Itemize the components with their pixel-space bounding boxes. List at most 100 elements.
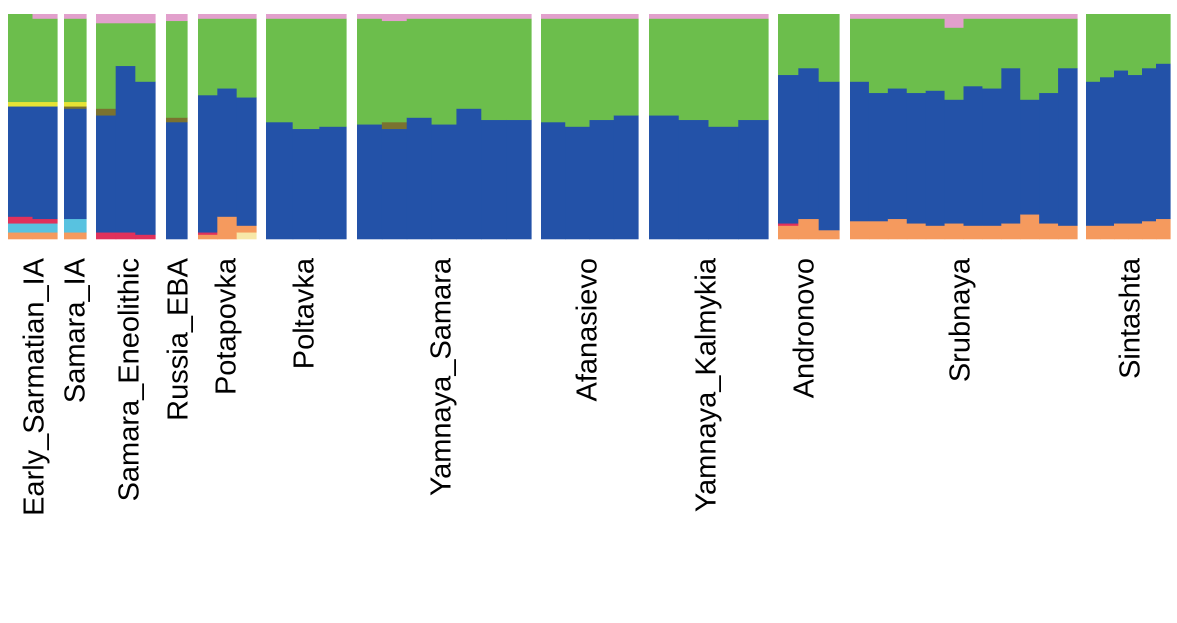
group-label: Russia_EBA xyxy=(163,257,195,420)
bar-segment-pink xyxy=(266,14,294,19)
bar-segment-orange xyxy=(1058,225,1078,240)
bar-segment-pink xyxy=(406,14,433,19)
bar-segment-orange xyxy=(1001,223,1021,240)
bar-segment-blue xyxy=(481,119,507,240)
bar-segment-green xyxy=(589,18,615,121)
population-panel-potapovka xyxy=(198,14,257,240)
bar-segment-blue xyxy=(708,126,739,240)
bar-segment-green xyxy=(166,20,188,118)
bar-segment-blue xyxy=(778,74,799,224)
bar-segment-green xyxy=(198,18,218,96)
group-label: Yamnaya_Samara xyxy=(426,257,458,496)
bar-segment-cyan xyxy=(32,223,58,233)
bar-segment-yellow xyxy=(64,101,87,107)
bar-segment-green xyxy=(963,18,984,87)
bar-segment-green xyxy=(541,18,566,123)
bar-segment-blue xyxy=(381,128,408,240)
bar-segment-green xyxy=(1001,18,1021,69)
bar-segment-green xyxy=(357,18,383,125)
bar-segment-orange xyxy=(8,232,34,240)
group-label: Samara_IA xyxy=(60,257,92,403)
bar-segment-pink xyxy=(217,14,238,19)
bar-segment-pink xyxy=(481,14,507,19)
bar-segment-green xyxy=(381,20,408,123)
population-panel-samara-ia xyxy=(64,14,87,240)
bar-segment-pink xyxy=(1020,14,1040,19)
bar-segment-blue xyxy=(357,124,383,240)
bar-segment-green xyxy=(135,23,156,82)
bar-segment-orange xyxy=(1156,218,1171,240)
bar-segment-blue xyxy=(887,88,908,220)
bar-segment-blue xyxy=(198,95,218,233)
bar-segment-green xyxy=(1039,18,1059,94)
bar-segment-green xyxy=(738,18,769,121)
bar-segment-pink xyxy=(292,14,320,19)
bar-segment-pink xyxy=(1001,14,1021,19)
bar-segment-blue xyxy=(1086,81,1101,226)
bar-segment-blue xyxy=(292,128,320,240)
bar-segment-blue xyxy=(1114,70,1129,224)
population-panel-yamnaya-samara xyxy=(357,14,532,240)
bar-segment-green xyxy=(778,14,799,76)
group-label: Yamnaya_Kalmykia xyxy=(691,257,723,512)
bar-segment-orange xyxy=(32,232,58,240)
bar-segment-green xyxy=(236,18,257,98)
bar-segment-crimson xyxy=(96,232,117,240)
bar-segment-pink xyxy=(541,14,566,19)
bar-segment-cyan xyxy=(64,218,87,233)
bar-segment-orange xyxy=(236,225,257,233)
bar-segment-green xyxy=(850,18,870,82)
bar-segment-blue xyxy=(1058,68,1078,226)
bar-segment-orange xyxy=(868,221,889,240)
bar-segment-green xyxy=(887,18,908,89)
bar-segment-blue xyxy=(96,115,117,233)
bar-segment-green xyxy=(944,27,965,100)
bar-segment-pink xyxy=(982,14,1002,19)
population-panel-samara-eneolithic xyxy=(96,14,156,240)
bar-segment-blue xyxy=(1156,63,1171,220)
bar-segment-orange xyxy=(1142,221,1157,240)
bar-segment-blue xyxy=(1039,92,1059,224)
bar-segment-blue xyxy=(64,108,87,220)
bar-segment-blue xyxy=(406,117,433,240)
bar-segment-orange xyxy=(198,234,218,240)
bar-segment-blue xyxy=(963,86,984,226)
bar-segment-pink xyxy=(319,14,347,19)
bar-segment-yellow xyxy=(8,101,34,107)
bar-segment-green xyxy=(8,14,34,103)
bar-segment-orange xyxy=(982,225,1002,240)
bar-segment-blue xyxy=(32,106,58,220)
population-panel-sintashta xyxy=(1086,14,1171,240)
bar-segment-olive xyxy=(166,117,188,123)
bar-segment-orange xyxy=(887,218,908,240)
bar-segment-blue xyxy=(1001,68,1021,224)
bar-segment-blue xyxy=(217,88,238,217)
bar-segment-crimson xyxy=(778,223,799,226)
bar-segment-pink xyxy=(357,14,383,19)
bar-segment-orange xyxy=(944,223,965,240)
bar-segment-orange xyxy=(798,218,820,240)
bar-segment-orange xyxy=(1100,225,1115,240)
bar-segment-green xyxy=(319,18,347,127)
bar-segment-orange xyxy=(925,225,946,240)
group-label: Srubnaya xyxy=(945,257,977,382)
population-panel-afanasievo xyxy=(541,14,639,240)
bar-segment-crimson xyxy=(32,218,58,224)
bar-segment-pink xyxy=(738,14,769,19)
bar-segment-pink xyxy=(64,14,87,19)
bar-segment-blue xyxy=(1100,77,1115,226)
bar-segment-pink xyxy=(944,14,965,28)
bar-segment-pink xyxy=(135,14,156,24)
bar-segment-pink xyxy=(589,14,615,19)
bar-segment-blue xyxy=(818,81,840,231)
bar-segment-blue xyxy=(944,99,965,224)
bar-segment-pink xyxy=(868,14,889,19)
bar-segment-green xyxy=(32,18,58,103)
bar-segment-blue xyxy=(236,97,257,226)
bar-segment-green xyxy=(678,18,710,121)
bar-segment-blue xyxy=(1128,74,1143,224)
bar-segment-pink xyxy=(963,14,984,19)
bar-segment-green xyxy=(406,18,433,118)
group-label: Poltavka xyxy=(289,257,321,369)
bar-segment-blue xyxy=(850,81,870,222)
